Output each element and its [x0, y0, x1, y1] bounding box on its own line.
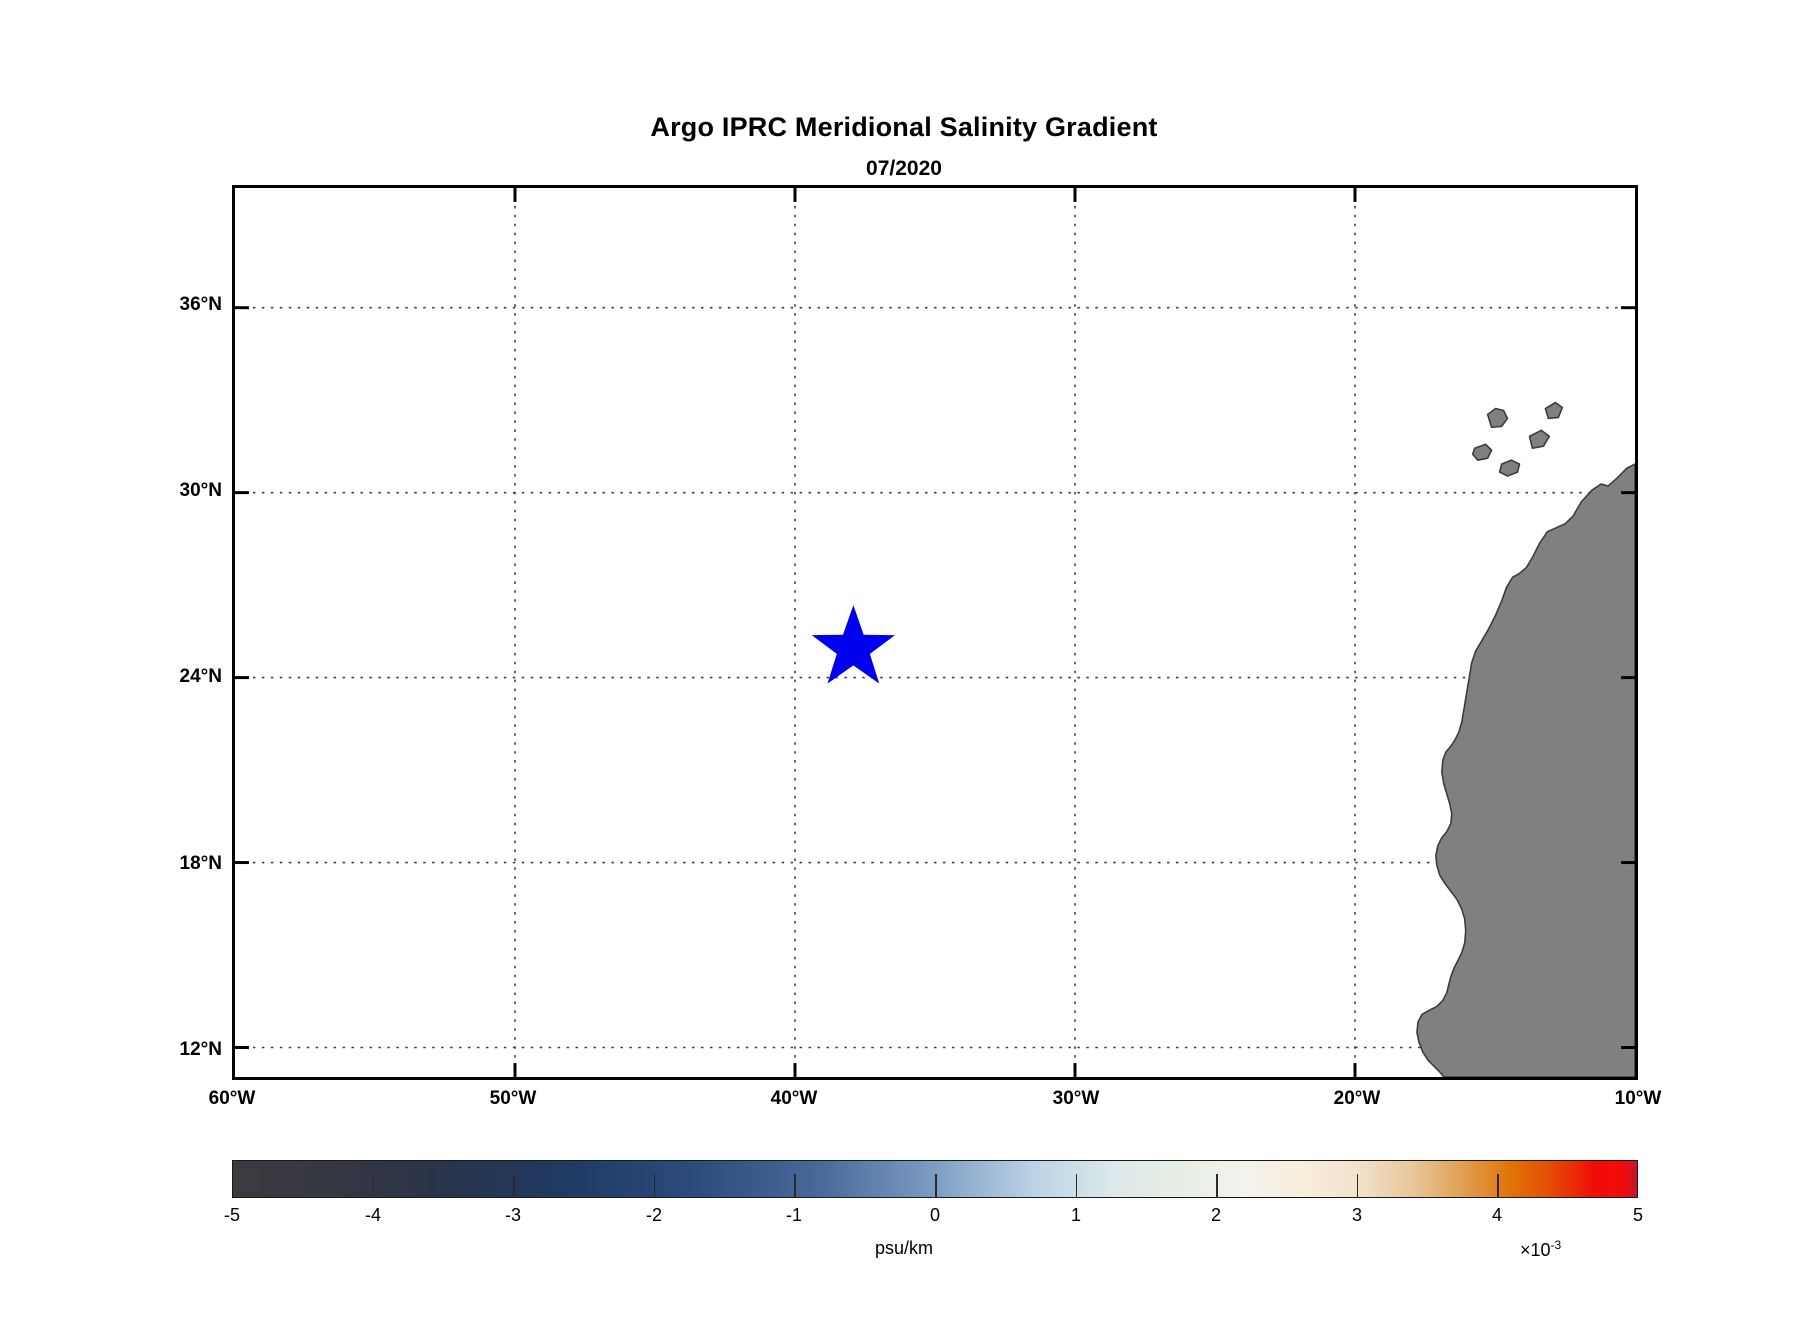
colorbar-label-5: 5 — [1632, 1205, 1643, 1225]
colorbar-label-neg1: -1 — [785, 1205, 802, 1225]
colorbar-tick-3 — [1356, 1174, 1359, 1198]
colorbar-tick-1 — [1075, 1174, 1078, 1198]
colorbar-label-2: 2 — [1210, 1205, 1221, 1225]
colorbar[interactable] — [232, 1160, 1638, 1198]
ytick-label-30n: 30°N — [179, 480, 222, 501]
xtick-label-20w: 20°W — [1333, 1088, 1381, 1109]
xtick-label-40w: 40°W — [770, 1088, 818, 1109]
land-masses — [1416, 401, 1635, 1077]
colorbar-tick-4neg — [372, 1174, 375, 1198]
island-canary-ne — [1544, 401, 1564, 420]
island-canary-mid — [1498, 459, 1521, 477]
island-canary-west — [1471, 443, 1493, 461]
map-svg — [235, 188, 1635, 1077]
colorbar-label-1: 1 — [1070, 1205, 1081, 1225]
xtick-label-50w: 50°W — [489, 1088, 537, 1109]
colorbar-label-neg3: -3 — [504, 1205, 521, 1225]
ytick-label-36n: 36°N — [179, 294, 222, 315]
ytick-label-24n: 24°N — [179, 666, 222, 687]
colorbar-label-neg4: -4 — [364, 1205, 381, 1225]
colorbar-tick-3neg — [513, 1174, 515, 1198]
figure-subtitle: 07/2020 — [866, 157, 942, 180]
colorbar-label-neg5: -5 — [223, 1205, 240, 1225]
map-plot-area[interactable] — [232, 185, 1638, 1080]
xtick-label-30w: 30°W — [1052, 1088, 1100, 1109]
colorbar-exponent-prefix: ×10 — [1520, 1240, 1551, 1260]
page-title: Argo IPRC Meridional Salinity Gradient — [650, 112, 1158, 142]
colorbar-label-0: 0 — [929, 1205, 940, 1225]
gridlines — [235, 188, 1635, 1077]
colorbar-label-3: 3 — [1351, 1205, 1362, 1225]
float-location-marker[interactable] — [811, 605, 895, 684]
xtick-label-60w: 60°W — [208, 1088, 256, 1109]
colorbar-unit-label: psu/km — [874, 1238, 934, 1258]
ytick-label-12n: 12°N — [179, 1039, 222, 1060]
colorbar-exponent-value: -3 — [1550, 1238, 1562, 1252]
colorbar-tick-0 — [935, 1174, 937, 1198]
colorbar-label-4: 4 — [1491, 1205, 1502, 1225]
colorbar-tick-2 — [1216, 1174, 1218, 1198]
ytick-label-18n: 18°N — [179, 853, 222, 874]
colorbar-tick-1neg — [794, 1174, 796, 1198]
colorbar-tick-4 — [1497, 1174, 1499, 1198]
africa-coastline — [1416, 463, 1635, 1077]
axis-tick-marks — [235, 188, 1635, 1077]
island-madeira — [1486, 407, 1509, 429]
colorbar-label-neg2: -2 — [645, 1205, 662, 1225]
island-canary-east — [1528, 429, 1551, 450]
colorbar-tick-2neg — [653, 1174, 656, 1198]
xtick-label-10w: 10°W — [1614, 1088, 1662, 1109]
colorbar-exponent-label: ×10-3 — [1520, 1238, 1680, 1261]
